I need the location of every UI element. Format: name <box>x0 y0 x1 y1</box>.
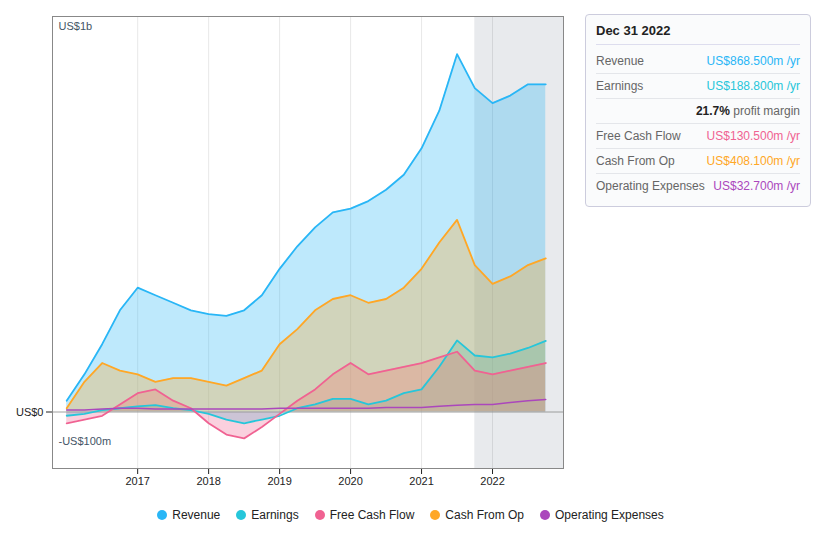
html-text:Earnings: Earnings <box>596 79 644 93</box>
html-text:US$188.800m /yr: US$188.800m /yr <box>706 79 800 93</box>
html-text:Free Cash Flow: Free Cash Flow <box>596 129 681 143</box>
svg-text:2017: 2017 <box>125 475 149 487</box>
html-text:Revenue: Revenue <box>596 54 644 68</box>
html-text:US$32.700m /yr: US$32.700m /yr <box>713 179 800 193</box>
svg-text:-US$100m: -US$100m <box>59 435 112 447</box>
html-text:Free Cash Flow: Free Cash Flow <box>329 508 415 522</box>
svg-text:2019: 2019 <box>267 475 291 487</box>
html-text:Cash From Op: Cash From Op <box>596 154 675 168</box>
html-text:Operating Expenses: Operating Expenses <box>555 508 664 522</box>
html-text:US$130.500m /yr: US$130.500m /yr <box>706 129 800 143</box>
html-text:Operating Expenses: Operating Expenses <box>596 179 705 193</box>
svg-text:2021: 2021 <box>409 475 433 487</box>
svg-text:US$0: US$0 <box>16 406 44 418</box>
html-text:Earnings: Earnings <box>251 508 299 522</box>
html-text:US$408.100m /yr: US$408.100m /yr <box>706 154 800 168</box>
html-text:Dec 31 2022: Dec 31 2022 <box>596 23 671 38</box>
html-text:Cash From Op: Cash From Op <box>445 508 524 522</box>
svg-text:2022: 2022 <box>480 475 504 487</box>
svg-text:2020: 2020 <box>338 475 362 487</box>
html-text:US$868.500m /yr: US$868.500m /yr <box>706 54 800 68</box>
svg-text:US$1b: US$1b <box>59 20 93 32</box>
svg-text:2018: 2018 <box>196 475 220 487</box>
html-text:Revenue: Revenue <box>172 508 221 522</box>
html-text:21.7% profit margin: 21.7% profit margin <box>695 104 800 118</box>
